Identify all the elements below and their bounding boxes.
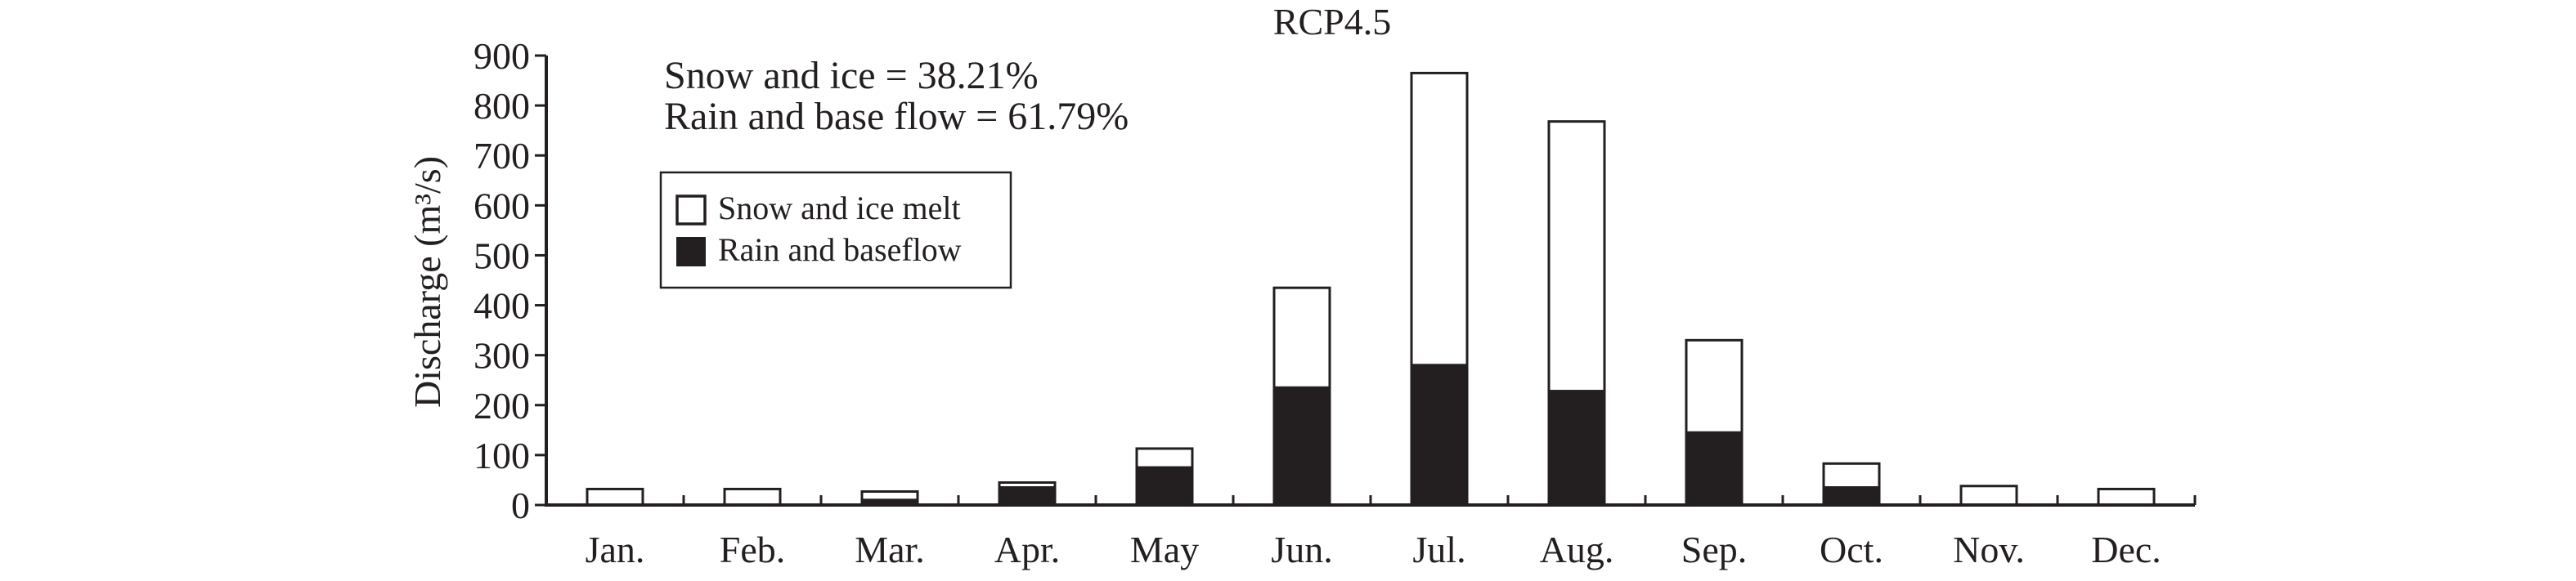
annotation-rain-base: Rain and base flow = 61.79%: [664, 95, 1129, 138]
y-tick-label: 700: [473, 135, 530, 177]
legend-box: [659, 171, 1012, 289]
bar-rain-baseflow: [1272, 386, 1331, 507]
y-tick-label: 900: [473, 35, 530, 77]
chart-title: RCP4.5: [1273, 1, 1391, 42]
y-tick-label: 300: [473, 335, 530, 377]
y-axis-label: Discharge (m³/s): [406, 156, 448, 408]
bar-rain-baseflow: [1410, 364, 1469, 507]
bar-snow-ice-melt: [1410, 71, 1469, 367]
bar-snow-ice-melt: [586, 487, 644, 507]
bar-snow-ice-melt: [1135, 447, 1194, 469]
y-axis-ticks: 0 100 200 300 400 500 600 700 800 900: [473, 35, 546, 526]
bar-rain-baseflow: [1685, 431, 1744, 507]
x-tick-label: Dec.: [2091, 529, 2161, 570]
bar-snow-ice-melt: [1822, 462, 1881, 489]
bars: [586, 71, 2156, 507]
bar-rain-baseflow: [1822, 486, 1881, 507]
x-tick-label: Jun.: [1271, 529, 1332, 570]
y-tick-label: 400: [473, 285, 530, 327]
y-tick-label: 0: [511, 485, 530, 526]
bar-snow-ice-melt: [1959, 485, 2018, 507]
bar-snow-ice-melt: [1547, 120, 1606, 393]
bar-snow-ice-melt: [1272, 286, 1331, 389]
bar-rain-baseflow: [1135, 466, 1194, 507]
x-tick-label: Oct.: [1820, 529, 1883, 570]
x-tick-label: Sep.: [1681, 529, 1748, 570]
x-axis-ticks: Jan. Feb. Mar. Apr. May Jun. Jul. Aug. Sep. Oct. N…: [586, 495, 2197, 570]
bar-snow-ice-melt: [723, 487, 782, 507]
y-tick-label: 800: [473, 85, 530, 127]
x-tick-label: Jul.: [1412, 529, 1465, 570]
x-tick-label: Mar.: [855, 529, 925, 570]
x-tick-label: Aug.: [1540, 529, 1614, 570]
x-tick-label: Nov.: [1953, 529, 2025, 570]
bar-snow-ice-melt: [2097, 487, 2156, 507]
annotation-snow-ice: Snow and ice = 38.21%: [664, 54, 1039, 97]
x-tick-label: Feb.: [720, 529, 786, 570]
legend-swatch-snow: [675, 194, 707, 226]
bar-rain-baseflow: [1547, 390, 1606, 507]
y-tick-label: 100: [473, 435, 530, 476]
legend: Snow and ice melt Rain and baseflow: [659, 171, 1012, 289]
x-tick-label: Jan.: [586, 529, 645, 570]
legend-swatch-rain: [676, 237, 706, 266]
bar-snow-ice-melt: [1685, 338, 1744, 434]
y-tick-label: 200: [473, 385, 530, 427]
x-tick-label: May: [1130, 529, 1199, 570]
legend-label-rain: Rain and baseflow: [718, 231, 962, 268]
bar-snow-ice-melt: [860, 490, 919, 502]
legend-label-snow: Snow and ice melt: [718, 190, 961, 226]
y-tick-label: 600: [473, 185, 530, 226]
y-tick-label: 500: [473, 235, 530, 276]
bar-rain-baseflow: [998, 486, 1057, 507]
x-tick-label: Apr.: [994, 529, 1061, 570]
